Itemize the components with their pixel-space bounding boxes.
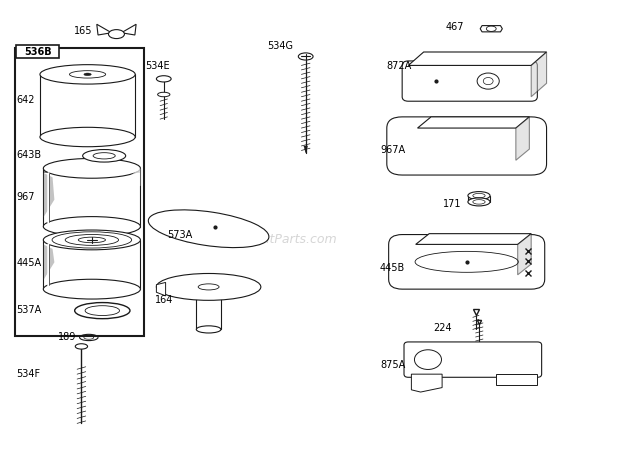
Polygon shape xyxy=(412,374,442,392)
Polygon shape xyxy=(197,289,221,329)
Polygon shape xyxy=(92,169,140,203)
Text: 164: 164 xyxy=(155,295,174,305)
Text: 224: 224 xyxy=(433,323,451,333)
Text: 872A: 872A xyxy=(386,61,412,71)
Polygon shape xyxy=(531,52,547,97)
Text: 534G: 534G xyxy=(267,41,293,51)
Ellipse shape xyxy=(43,279,140,299)
FancyBboxPatch shape xyxy=(387,117,547,175)
Text: 445A: 445A xyxy=(16,258,42,268)
Ellipse shape xyxy=(156,274,261,300)
Ellipse shape xyxy=(79,334,98,341)
Ellipse shape xyxy=(75,344,87,349)
Ellipse shape xyxy=(74,303,130,318)
Ellipse shape xyxy=(108,29,125,39)
Polygon shape xyxy=(43,169,140,226)
Polygon shape xyxy=(518,234,531,275)
Text: 573A: 573A xyxy=(167,231,193,241)
Polygon shape xyxy=(304,146,308,153)
Ellipse shape xyxy=(468,192,490,200)
Polygon shape xyxy=(44,169,140,173)
Polygon shape xyxy=(415,234,531,245)
Polygon shape xyxy=(43,240,140,289)
Ellipse shape xyxy=(197,326,221,333)
Text: 445B: 445B xyxy=(380,263,405,273)
Ellipse shape xyxy=(40,65,135,84)
Ellipse shape xyxy=(84,73,91,76)
Polygon shape xyxy=(122,24,136,35)
Text: 534F: 534F xyxy=(16,369,40,379)
Polygon shape xyxy=(97,24,112,35)
Polygon shape xyxy=(417,117,529,128)
Polygon shape xyxy=(43,245,55,280)
Text: eReplacementParts.com: eReplacementParts.com xyxy=(185,233,337,246)
Text: 643B: 643B xyxy=(16,150,42,160)
Ellipse shape xyxy=(157,92,170,97)
Bar xyxy=(15,48,144,336)
Ellipse shape xyxy=(298,53,313,60)
Polygon shape xyxy=(43,173,55,217)
Polygon shape xyxy=(156,282,166,296)
Text: 967: 967 xyxy=(16,193,35,202)
Text: 171: 171 xyxy=(443,199,461,209)
Ellipse shape xyxy=(468,198,490,206)
Polygon shape xyxy=(480,26,502,32)
Text: 467: 467 xyxy=(445,22,464,32)
Ellipse shape xyxy=(156,76,171,82)
Ellipse shape xyxy=(148,210,269,248)
FancyBboxPatch shape xyxy=(402,61,538,101)
Text: 642: 642 xyxy=(16,95,35,105)
Polygon shape xyxy=(40,74,135,137)
FancyBboxPatch shape xyxy=(404,342,542,377)
Polygon shape xyxy=(516,117,529,160)
Polygon shape xyxy=(409,52,547,65)
Text: 875A: 875A xyxy=(380,360,405,370)
Ellipse shape xyxy=(43,159,140,178)
Bar xyxy=(16,45,60,58)
Text: 536B: 536B xyxy=(24,47,51,57)
Text: 165: 165 xyxy=(74,25,92,35)
Text: 534E: 534E xyxy=(145,61,170,71)
Ellipse shape xyxy=(82,149,126,162)
Text: 189: 189 xyxy=(58,333,76,342)
Text: 537A: 537A xyxy=(16,305,42,315)
Ellipse shape xyxy=(43,217,140,236)
Ellipse shape xyxy=(40,127,135,147)
FancyBboxPatch shape xyxy=(389,235,545,289)
Polygon shape xyxy=(495,374,538,386)
Ellipse shape xyxy=(43,230,140,250)
Text: 967A: 967A xyxy=(380,145,405,155)
